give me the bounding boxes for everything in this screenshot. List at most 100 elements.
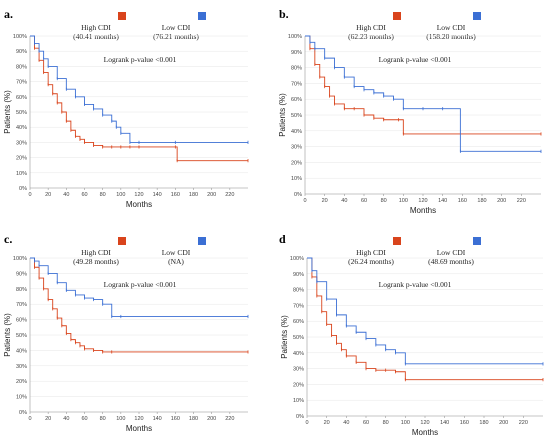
survival-curve-high [305,35,541,135]
y-tick-label: 70% [291,81,302,87]
legend-label-high: High CDI [81,248,111,257]
y-tick-label: 80% [291,66,302,72]
x-axis-title: Months [410,206,436,215]
panel-letter: c. [4,232,12,246]
x-tick-label: 80 [381,198,387,204]
x-tick-label: 160 [171,416,180,422]
y-tick-label: 100% [290,256,304,262]
x-tick-label: 200 [497,198,506,204]
y-tick-label: 60% [293,319,304,325]
y-tick-label: 50% [293,335,304,341]
x-tick-label: 100 [116,416,125,422]
logrank-annotation: Logrank p-value <0.001 [104,55,177,64]
y-tick-label: 10% [293,398,304,404]
y-tick-label: 30% [16,140,27,146]
x-tick-label: 220 [225,416,234,422]
y-tick-label: 100% [13,256,27,262]
logrank-annotation: Logrank p-value <0.001 [379,55,452,64]
y-tick-label: 70% [16,302,27,308]
y-tick-label: 0% [294,192,302,198]
x-tick-label: 160 [171,192,180,198]
y-tick-label: 30% [16,364,27,370]
x-tick-label: 80 [383,420,389,426]
legend-value-high: (62.23 months) [348,32,394,41]
y-tick-label: 0% [19,186,27,192]
x-tick-label: 120 [420,420,429,426]
x-tick-label: 140 [153,192,162,198]
y-axis-title: Patients (%) [3,313,12,357]
x-tick-label: 220 [225,192,234,198]
y-tick-label: 50% [16,110,27,116]
x-tick-label: 100 [401,420,410,426]
legend-value-high: (49.28 months) [73,257,119,266]
x-tick-label: 180 [189,416,198,422]
x-tick-label: 100 [399,198,408,204]
y-tick-label: 40% [16,125,27,131]
y-tick-label: 20% [16,156,27,162]
x-axis-title: Months [412,428,438,437]
legend-label-high: High CDI [81,23,111,32]
km-panel-2: b. High CDI(62.23 months) Low CDI(158.20 m… [278,7,542,215]
y-tick-label: 100% [13,34,27,40]
y-axis-title: Patients (%) [278,93,287,137]
x-tick-label: 140 [153,416,162,422]
y-tick-label: 20% [293,382,304,388]
x-tick-label: 40 [63,416,69,422]
x-tick-label: 80 [100,192,106,198]
legend-swatch-high [393,12,401,20]
x-tick-label: 220 [517,198,526,204]
y-tick-label: 40% [291,129,302,135]
x-tick-label: 100 [116,192,125,198]
legend-label-low: Low CDI [162,23,191,32]
km-panel-3: c. High CDI(49.28 months) Low CDI(NA) Logra… [3,232,249,433]
x-tick-label: 120 [418,198,427,204]
x-tick-label: 120 [134,192,143,198]
y-tick-label: 70% [293,303,304,309]
logrank-annotation: Logrank p-value <0.001 [104,280,177,289]
x-tick-label: 60 [81,192,87,198]
legend-swatch-low [473,237,481,245]
y-tick-label: 20% [16,379,27,385]
legend-swatch-high [118,237,126,245]
legend-swatch-high [118,12,126,20]
y-tick-label: 10% [16,395,27,401]
panel-letter: d [279,232,286,246]
y-tick-label: 80% [293,288,304,294]
legend-swatch-low [473,12,481,20]
x-tick-label: 60 [363,420,369,426]
legend-value-low: (NA) [168,257,184,266]
x-tick-label: 200 [499,420,508,426]
y-tick-label: 70% [16,80,27,86]
survival-curve-low [30,35,248,143]
legend-value-low: (76.21 months) [153,32,199,41]
x-tick-label: 80 [100,416,106,422]
logrank-annotation: Logrank p-value <0.001 [379,280,452,289]
km-panel-1: a. High CDI(40.41 months) Low CDI(76.21 mo… [3,7,249,209]
y-tick-label: 90% [293,272,304,278]
legend-label-high: High CDI [356,248,386,257]
y-tick-label: 50% [16,333,27,339]
x-tick-label: 60 [361,198,367,204]
survival-curve-high [30,257,248,353]
y-tick-label: 30% [293,367,304,373]
legend-value-high: (26.24 months) [348,257,394,266]
y-tick-label: 20% [291,160,302,166]
y-tick-label: 90% [16,271,27,277]
x-tick-label: 140 [438,198,447,204]
y-tick-label: 100% [288,34,302,40]
x-tick-label: 180 [189,192,198,198]
legend-value-low: (158.20 months) [426,32,476,41]
y-axis-title: Patients (%) [280,315,289,359]
legend-swatch-low [198,237,206,245]
x-tick-label: 20 [45,416,51,422]
x-tick-label: 60 [81,416,87,422]
x-tick-label: 40 [341,198,347,204]
legend-value-low: (48.69 months) [428,257,474,266]
x-tick-label: 180 [479,420,488,426]
y-tick-label: 60% [16,95,27,101]
x-axis-title: Months [126,424,152,433]
y-tick-label: 0% [19,410,27,416]
y-tick-label: 10% [291,176,302,182]
legend-label-low: Low CDI [437,248,466,257]
